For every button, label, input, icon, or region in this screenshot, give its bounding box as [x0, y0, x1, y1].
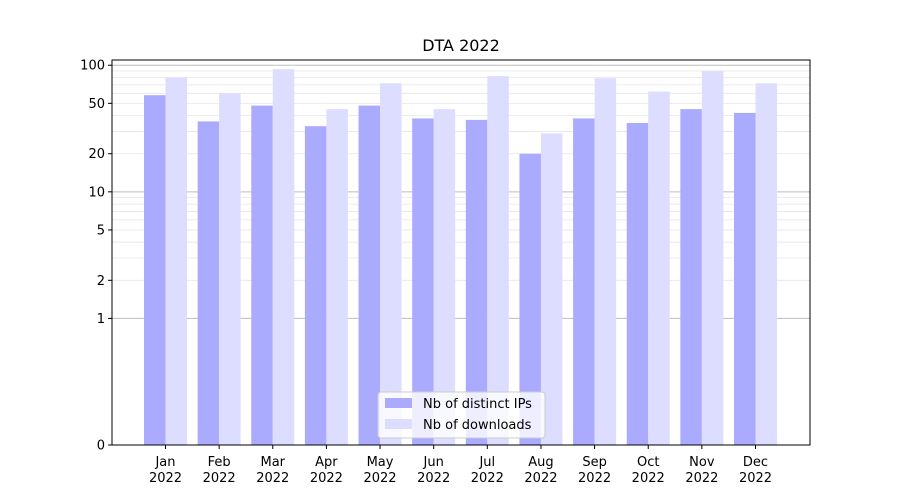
bar-downloads: [755, 83, 777, 445]
x-tick-label-month: Jun: [423, 455, 444, 470]
legend-swatch-distinct-ips: [385, 398, 412, 408]
y-tick-label: 100: [80, 59, 105, 74]
bar-distinct-ips: [626, 122, 649, 445]
x-tick-label-month: Aug: [528, 455, 553, 470]
bar-distinct-ips: [680, 109, 702, 446]
bar-downloads: [433, 109, 456, 446]
x-tick-label-year: 2022: [417, 471, 450, 486]
x-tick-label-year: 2022: [685, 471, 718, 486]
bar-downloads: [326, 109, 348, 446]
y-tick-label: 2: [97, 274, 105, 289]
x-tick-label-month: Feb: [208, 455, 231, 470]
x-tick-label-year: 2022: [310, 471, 343, 486]
x-axis: Jan2022Feb2022Mar2022Apr2022May2022Jun20…: [149, 445, 772, 486]
bar-distinct-ips: [734, 112, 756, 446]
x-tick-label-year: 2022: [471, 471, 504, 486]
x-tick-label-month: Sep: [582, 455, 607, 470]
bar-downloads: [380, 83, 402, 445]
bar-downloads: [219, 93, 241, 445]
bar-distinct-ips: [251, 105, 273, 446]
legend-frame: [377, 391, 546, 439]
y-tick-label: 10: [88, 185, 105, 200]
y-axis: 0 1 2 5 10 20 50 100: [80, 59, 112, 454]
bar-downloads: [701, 71, 724, 446]
legend: Nb of distinct IPs Nb of downloads: [377, 391, 546, 439]
bar-distinct-ips: [412, 118, 434, 445]
x-tick-label-year: 2022: [578, 471, 611, 486]
bar-distinct-ips: [304, 126, 327, 446]
x-tick-label-month: Apr: [315, 455, 338, 470]
x-tick-label-month: Dec: [743, 455, 768, 470]
legend-swatch-downloads: [385, 419, 412, 429]
x-tick-label-year: 2022: [524, 471, 557, 486]
x-tick-label-year: 2022: [203, 471, 236, 486]
x-tick-label-year: 2022: [739, 471, 772, 486]
chart-title: DTA 2022: [422, 36, 500, 55]
bar-downloads: [594, 78, 617, 445]
bar-downloads: [272, 69, 295, 446]
x-tick-label-month: Oct: [637, 455, 659, 470]
bar-distinct-ips: [519, 153, 541, 446]
x-tick-label-year: 2022: [149, 471, 182, 486]
bar-distinct-ips: [465, 119, 488, 445]
y-tick-label: 1: [97, 312, 105, 327]
x-tick-label-month: Nov: [689, 455, 715, 470]
bar-downloads: [487, 76, 509, 446]
legend-label-downloads: Nb of downloads: [423, 418, 532, 433]
x-tick-label-month: Jul: [478, 455, 495, 470]
x-tick-label-month: May: [367, 455, 394, 470]
plot-frame: [111, 59, 811, 446]
bar-downloads: [648, 91, 670, 445]
x-tick-label-month: Mar: [261, 455, 286, 470]
bars: [144, 69, 777, 446]
x-tick-label-month: Jan: [154, 455, 175, 470]
y-tick-label: 50: [88, 97, 105, 112]
bar-distinct-ips: [573, 118, 595, 445]
x-tick-label-year: 2022: [632, 471, 665, 486]
bar-distinct-ips: [144, 95, 166, 445]
x-tick-label-year: 2022: [256, 471, 289, 486]
y-tick-label: 5: [97, 223, 105, 238]
bar-distinct-ips: [197, 121, 220, 445]
bar-downloads: [165, 77, 187, 445]
bar-distinct-ips: [358, 105, 381, 446]
y-tick-label: 20: [88, 147, 105, 162]
x-tick-label-year: 2022: [363, 471, 396, 486]
bar-downloads: [540, 133, 563, 445]
y-tick-label: 0: [97, 439, 105, 454]
legend-label-distinct-ips: Nb of distinct IPs: [423, 397, 532, 412]
